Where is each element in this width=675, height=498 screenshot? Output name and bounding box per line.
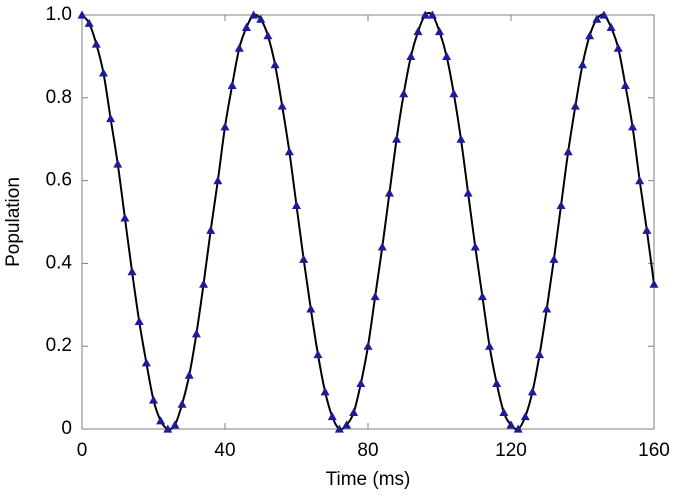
marker: [585, 31, 595, 40]
marker: [342, 420, 352, 429]
marker: [320, 387, 330, 396]
marker: [420, 10, 430, 19]
marker: [527, 387, 537, 396]
marker: [249, 10, 259, 19]
marker: [506, 420, 516, 429]
marker: [570, 101, 580, 110]
marker: [463, 188, 473, 197]
marker: [535, 349, 545, 359]
x-tick-label: 160: [638, 440, 670, 461]
marker: [270, 60, 280, 69]
marker: [213, 176, 223, 185]
x-tick-label: 80: [357, 440, 378, 461]
marker: [277, 101, 287, 110]
marker: [134, 316, 144, 325]
marker: [127, 267, 137, 276]
marker: [499, 407, 509, 417]
marker: [199, 279, 209, 288]
marker: [399, 89, 409, 98]
marker: [620, 80, 630, 89]
marker: [377, 242, 387, 251]
marker: [649, 279, 659, 288]
marker: [170, 420, 180, 429]
marker: [306, 304, 316, 313]
x-tick-label: 40: [214, 440, 235, 461]
marker: [120, 213, 130, 222]
marker: [606, 22, 616, 32]
x-tick-label: 0: [77, 440, 88, 461]
marker: [513, 424, 523, 433]
marker: [599, 10, 609, 19]
marker: [327, 412, 337, 421]
marker: [406, 51, 416, 60]
x-axis-label: Time (ms): [326, 469, 411, 490]
marker: [77, 10, 87, 19]
marker: [206, 225, 216, 234]
y-tick-label: 0.8: [46, 87, 72, 108]
marker: [184, 370, 194, 379]
marker: [363, 341, 373, 350]
marker: [563, 147, 573, 156]
marker: [492, 378, 502, 388]
marker: [628, 122, 638, 131]
marker: [220, 122, 230, 131]
y-tick-label: 1.0: [46, 4, 72, 25]
marker: [520, 412, 530, 421]
y-tick-label: 0.6: [46, 170, 72, 191]
marker: [556, 200, 566, 210]
marker: [485, 341, 495, 350]
marker: [356, 378, 366, 388]
marker: [299, 254, 309, 263]
marker: [313, 349, 323, 359]
marker: [435, 27, 444, 36]
marker: [284, 147, 294, 156]
marker: [592, 14, 602, 23]
marker: [384, 188, 394, 197]
marker: [477, 292, 487, 301]
marker: [292, 200, 301, 210]
marker: [470, 242, 480, 251]
marker: [263, 31, 273, 40]
marker: [413, 27, 423, 36]
plot-frame: [81, 14, 655, 430]
line: [81, 11, 655, 431]
y-tick-label: 0.2: [46, 335, 72, 356]
marker: [106, 114, 116, 123]
marker: [163, 424, 173, 433]
marker: [113, 159, 123, 168]
marker: [370, 292, 380, 301]
marker: [442, 51, 452, 60]
marker: [349, 407, 359, 417]
marker: [635, 176, 645, 185]
marker: [392, 134, 402, 143]
marker: [256, 14, 266, 23]
y-tick-label: 0.4: [46, 252, 73, 273]
marker: [91, 39, 101, 48]
marker: [456, 134, 466, 143]
marker: [334, 424, 344, 433]
marker: [642, 225, 652, 234]
marker: [578, 60, 587, 69]
marker: [177, 399, 187, 408]
marker: [613, 43, 623, 52]
marker: [427, 10, 437, 19]
marker: [549, 254, 559, 263]
y-axis-label: Population: [3, 177, 24, 267]
y-tick-label: 0: [61, 418, 72, 439]
marker: [149, 395, 158, 404]
marker: [98, 68, 108, 77]
x-tick-label: 120: [495, 440, 527, 461]
marker: [141, 358, 151, 367]
marker: [227, 80, 237, 89]
marker: [156, 416, 166, 425]
marker: [234, 43, 244, 52]
marker: [241, 22, 251, 32]
marker: [191, 329, 201, 338]
marker: [449, 89, 459, 98]
marker: [84, 18, 94, 27]
marker: [542, 304, 552, 313]
